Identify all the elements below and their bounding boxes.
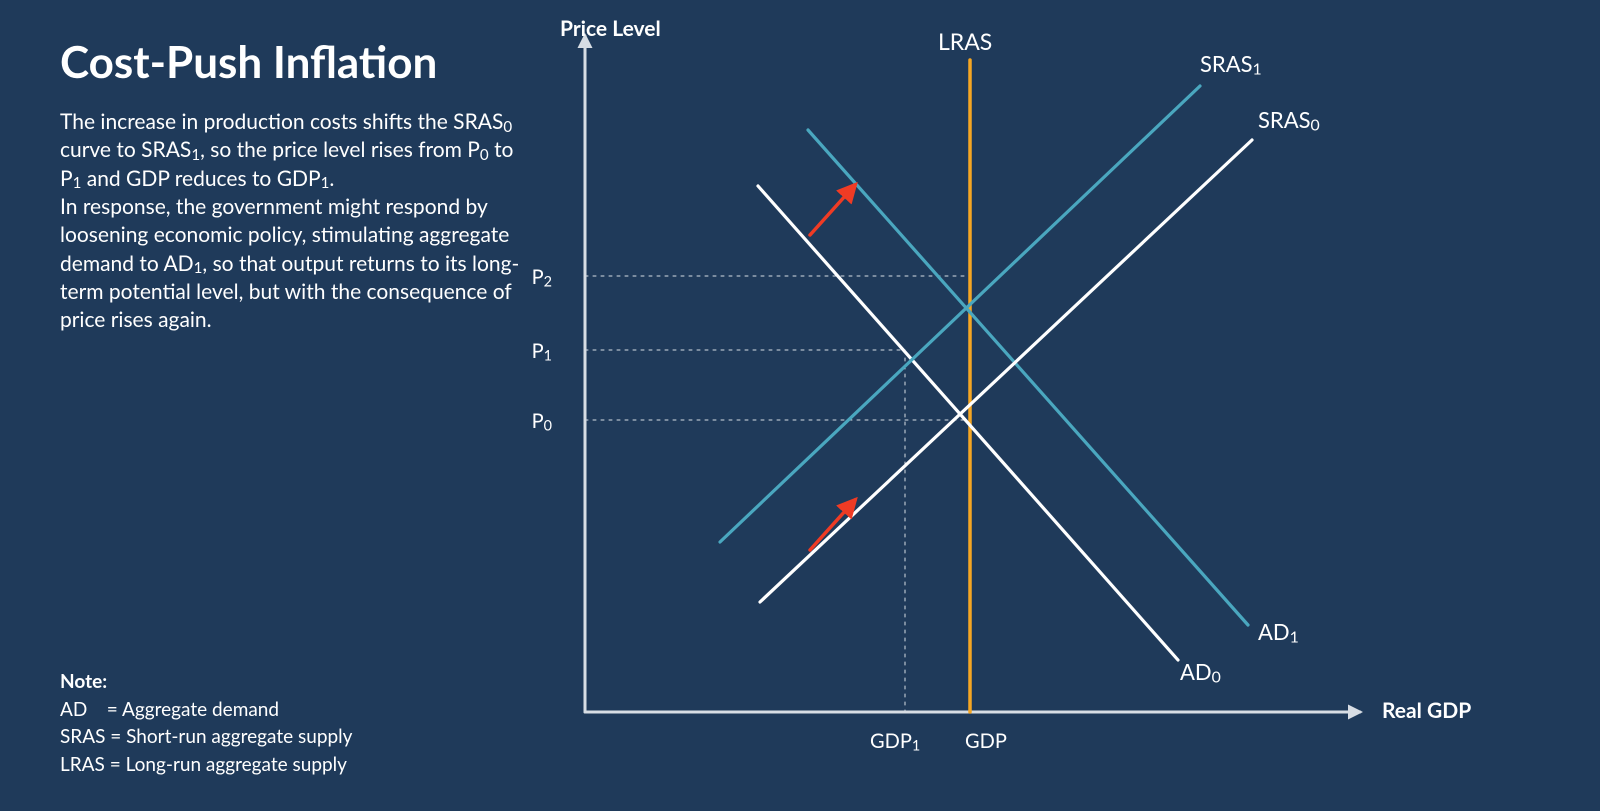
svg-text:LRAS: LRAS — [938, 27, 992, 55]
svg-text:SRAS0: SRAS0 — [1258, 106, 1320, 135]
svg-text:SRAS1: SRAS1 — [1200, 50, 1262, 79]
svg-text:Real GDP: Real GDP — [1382, 698, 1471, 723]
svg-text:P2: P2 — [532, 265, 552, 290]
svg-text:GDP1: GDP1 — [870, 729, 920, 754]
svg-text:AD0: AD0 — [1180, 658, 1221, 687]
ad-as-diagram: Price Level Real GDP LRAS AD0 AD1 SRAS0 SRAS1 P… — [0, 0, 1600, 811]
svg-text:AD1: AD1 — [1258, 618, 1299, 647]
svg-text:P0: P0 — [532, 409, 552, 434]
svg-text:Price Level: Price Level — [560, 16, 661, 41]
svg-text:P1: P1 — [532, 339, 552, 364]
svg-text:GDP: GDP — [965, 729, 1007, 753]
